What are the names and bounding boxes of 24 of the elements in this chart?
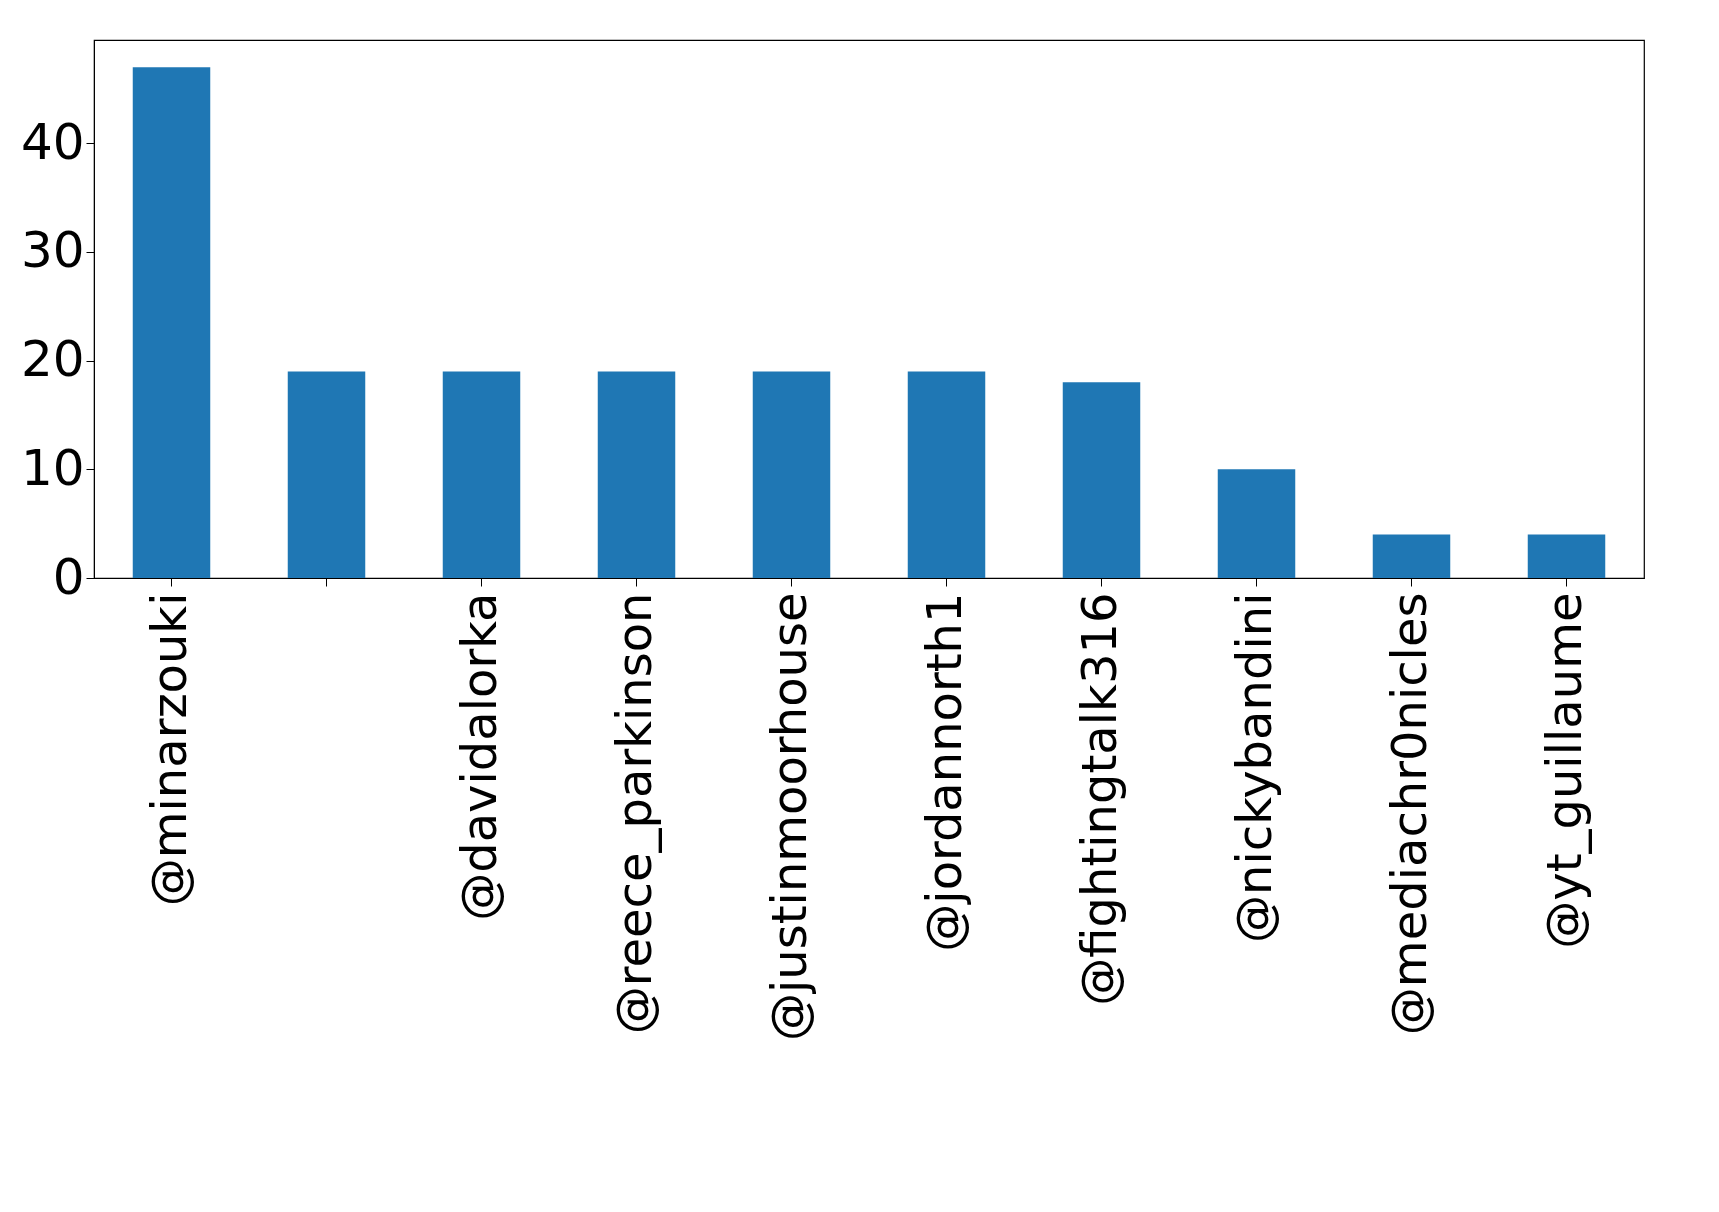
- x-tick-label: @jordannorth1: [915, 592, 972, 952]
- x-tick-label: @davidalorka: [450, 592, 507, 921]
- x-tick-label: @justinmoorhouse: [760, 592, 817, 1041]
- bar: [907, 371, 986, 578]
- bar: [1217, 469, 1296, 578]
- bar: [752, 371, 831, 578]
- x-tick-label: @mediachr0nicles: [1380, 592, 1437, 1036]
- y-tick-label: 0: [52, 547, 85, 606]
- y-tick-label: 30: [20, 221, 85, 280]
- x-tick-label: @minarzouki: [140, 592, 197, 907]
- x-tick-label: @yt_guillaume: [1535, 592, 1592, 949]
- bar: [287, 371, 366, 578]
- bar: [1527, 534, 1606, 578]
- bar: [442, 371, 521, 578]
- x-tick-label: @nickybandini: [1225, 592, 1282, 944]
- bar: [1372, 534, 1451, 578]
- bar: [597, 371, 676, 578]
- bar: [132, 67, 211, 578]
- y-tick-label: 40: [20, 112, 85, 171]
- y-tick-label: 10: [20, 438, 85, 497]
- x-tick-label: @reece_parkinson: [605, 592, 662, 1035]
- y-tick-label: 20: [20, 330, 85, 389]
- x-tick-label: @fightingtalk316: [1070, 592, 1127, 1006]
- bar: [1062, 382, 1141, 578]
